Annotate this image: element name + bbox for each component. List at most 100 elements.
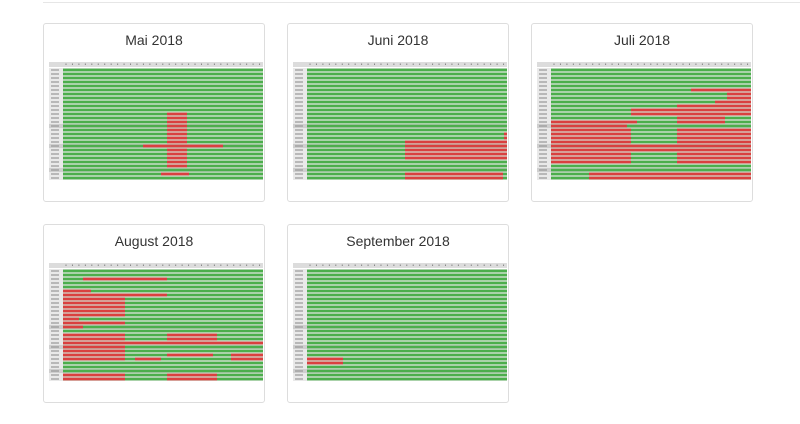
booked-bar <box>63 341 263 345</box>
month-card-august[interactable]: August 2018 <box>43 224 265 403</box>
day-tick <box>175 63 177 65</box>
available-bar <box>63 281 263 285</box>
row-label <box>295 129 303 131</box>
available-bar <box>551 68 751 72</box>
available-bar <box>307 88 507 92</box>
available-bar <box>307 313 507 317</box>
available-bar <box>63 176 263 180</box>
day-tick <box>464 264 466 266</box>
row-label <box>539 169 547 171</box>
booked-bar <box>589 172 751 176</box>
day-tick <box>483 264 485 266</box>
day-tick <box>374 63 376 65</box>
row-label <box>539 125 547 127</box>
occupancy-calendar[interactable] <box>293 62 507 182</box>
day-tick <box>503 264 505 266</box>
day-tick <box>142 63 144 65</box>
available-bar <box>63 357 263 361</box>
month-card-july[interactable]: Juli 2018 <box>531 23 753 202</box>
day-tick <box>181 63 183 65</box>
row-label <box>295 109 303 111</box>
day-tick <box>97 264 99 266</box>
day-tick <box>559 63 561 65</box>
day-tick <box>367 63 369 65</box>
row-label <box>295 157 303 159</box>
row-label <box>295 121 303 123</box>
available-bar <box>307 108 507 112</box>
day-tick <box>226 63 228 65</box>
row-label <box>539 81 547 83</box>
booked-bar <box>63 309 125 313</box>
booked-bar <box>167 373 217 377</box>
day-tick <box>650 63 652 65</box>
booked-bar <box>167 140 187 144</box>
row-label <box>539 145 547 147</box>
row-label <box>295 330 303 332</box>
day-tick <box>309 264 311 266</box>
available-bar <box>551 76 751 80</box>
day-tick <box>252 63 254 65</box>
row-label <box>51 85 59 87</box>
available-bar <box>63 297 263 301</box>
booked-bar <box>167 152 187 156</box>
row-label <box>295 374 303 376</box>
row-label <box>51 274 59 276</box>
available-bar <box>551 160 751 164</box>
available-bar <box>63 152 263 156</box>
month-card-may[interactable]: Mai 2018 <box>43 23 265 202</box>
row-label <box>295 378 303 380</box>
day-tick <box>207 264 209 266</box>
row-label <box>51 334 59 336</box>
month-card-june[interactable]: Juni 2018 <box>287 23 509 202</box>
booked-bar <box>167 128 187 132</box>
row-label <box>295 346 303 348</box>
row-label <box>295 326 303 328</box>
occupancy-calendar[interactable] <box>49 62 263 182</box>
available-bar <box>307 353 507 357</box>
day-tick <box>315 264 317 266</box>
available-bar <box>551 156 751 160</box>
available-bar <box>63 124 263 128</box>
day-tick <box>399 264 401 266</box>
day-tick <box>233 264 235 266</box>
day-tick <box>393 63 395 65</box>
available-bar <box>63 96 263 100</box>
available-bar <box>63 156 263 160</box>
occupancy-calendar[interactable] <box>49 263 263 383</box>
booked-bar <box>143 144 223 148</box>
available-bar <box>63 353 263 357</box>
day-tick <box>175 264 177 266</box>
booked-bar <box>551 148 751 152</box>
day-tick <box>168 63 170 65</box>
day-tick <box>194 264 196 266</box>
month-card-september[interactable]: September 2018 <box>287 224 509 403</box>
day-tick <box>328 264 330 266</box>
row-label <box>51 145 59 147</box>
row-label <box>51 73 59 75</box>
available-bar <box>307 341 507 345</box>
available-bar <box>63 273 263 277</box>
row-label <box>295 286 303 288</box>
day-tick <box>605 63 607 65</box>
available-bar <box>551 164 751 168</box>
day-tick <box>104 63 106 65</box>
booked-bar <box>231 353 263 357</box>
row-label <box>295 322 303 324</box>
booked-bar <box>677 160 751 164</box>
occupancy-calendar[interactable] <box>537 62 751 182</box>
day-tick <box>97 63 99 65</box>
row-label <box>539 177 547 179</box>
row-label <box>51 370 59 372</box>
row-label <box>295 298 303 300</box>
booked-bar <box>167 337 217 341</box>
row-label <box>295 69 303 71</box>
available-bar <box>307 120 507 124</box>
day-tick <box>239 63 241 65</box>
day-tick <box>457 264 459 266</box>
day-tick <box>162 63 164 65</box>
day-tick <box>155 63 157 65</box>
row-label <box>51 310 59 312</box>
available-bar <box>307 357 507 361</box>
occupancy-calendar[interactable] <box>293 263 507 383</box>
day-tick <box>477 63 479 65</box>
